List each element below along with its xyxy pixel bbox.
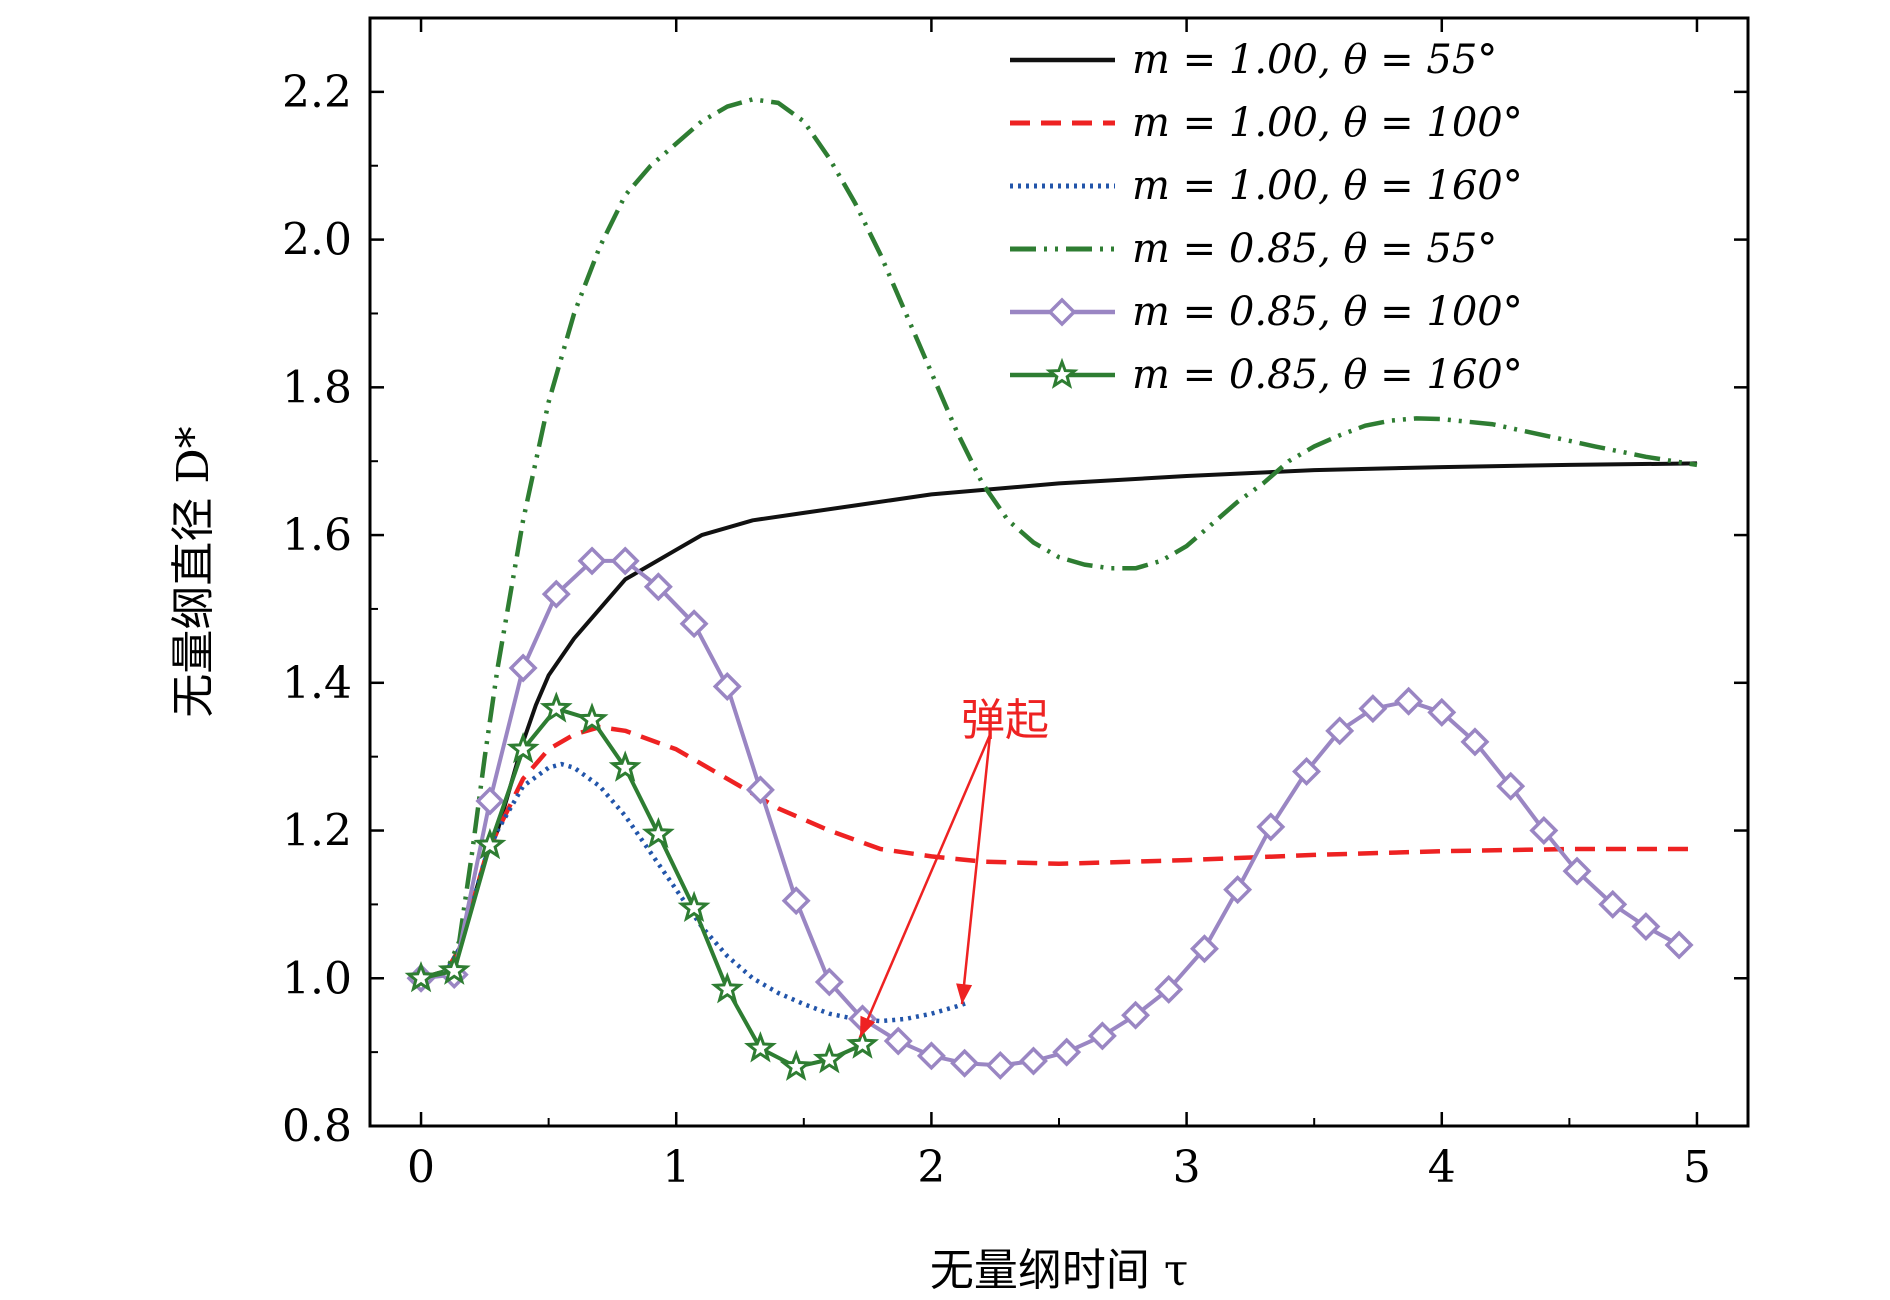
diamond-marker	[1292, 756, 1322, 786]
diamond-marker	[1460, 727, 1490, 757]
x-tick-label: 0	[407, 1142, 435, 1193]
diamond-marker	[577, 546, 607, 576]
diamond-marker	[916, 1041, 946, 1071]
diamond-marker	[1256, 812, 1286, 842]
legend-entry: m = 1.00, θ = 160°	[1010, 163, 1523, 209]
annotation-arrow	[858, 734, 992, 1038]
star-marker	[1045, 357, 1079, 389]
plot-lines	[404, 97, 1698, 1081]
series-line	[420, 461, 1698, 981]
star-marker	[404, 961, 438, 993]
diamond-marker	[1189, 934, 1219, 964]
legend-entry: m = 1.00, θ = 55°	[1010, 37, 1497, 83]
legend-entry: m = 0.85, θ = 100°	[1010, 289, 1523, 335]
y-tick-label: 1.2	[282, 806, 352, 857]
legend-entry: m = 0.85, θ = 55°	[1010, 226, 1497, 272]
x-tick-label: 3	[1173, 1142, 1201, 1193]
diamond-marker	[1121, 1000, 1151, 1030]
diamond-marker	[508, 653, 538, 683]
diamond-marker	[1358, 694, 1388, 724]
legend: m = 1.00, θ = 55° m = 1.00, θ = 100° m = 1…	[1010, 37, 1523, 398]
series-6	[404, 691, 879, 1081]
x-axis: 0 1 2 3 4 5	[407, 18, 1711, 1193]
diamond-marker	[1052, 1037, 1082, 1067]
x-tick-label: 5	[1683, 1142, 1711, 1193]
legend-label: m = 0.85, θ = 55°	[1132, 226, 1497, 272]
diamond-marker	[1087, 1021, 1117, 1051]
diamond-marker	[679, 609, 709, 639]
diamond-marker	[1019, 1046, 1048, 1076]
diamond-marker	[541, 579, 571, 609]
diamond-marker	[643, 572, 673, 602]
legend-label: m = 0.85, θ = 100°	[1132, 289, 1523, 335]
x-axis-title: 无量纲时间 τ	[930, 1245, 1188, 1296]
diamond-marker	[745, 775, 775, 805]
star-marker	[846, 1027, 879, 1059]
y-tick-label: 1.4	[282, 658, 352, 709]
diamond-marker	[1325, 716, 1355, 746]
star-marker	[779, 1049, 813, 1081]
diamond-marker	[475, 786, 505, 816]
star-marker	[744, 1031, 777, 1063]
x-tick-label: 1	[662, 1142, 690, 1193]
diamond-marker	[1529, 816, 1559, 846]
annotation-arrowhead	[860, 1015, 876, 1038]
star-marker	[677, 890, 711, 923]
diamond-marker	[950, 1048, 980, 1078]
y-tick-label: 1.6	[282, 510, 352, 561]
diamond-marker	[1047, 297, 1077, 327]
star-marker	[710, 972, 744, 1004]
diamond-marker	[1394, 686, 1424, 716]
diamond-marker	[1427, 697, 1457, 727]
legend-label: m = 1.00, θ = 100°	[1132, 100, 1523, 146]
y-tick-label: 2.2	[282, 67, 352, 118]
star-marker	[608, 750, 642, 782]
star-marker	[473, 827, 507, 860]
series-line	[420, 558, 1681, 1068]
diamond-marker	[883, 1026, 913, 1056]
annotation-arrowhead	[956, 983, 973, 1005]
annotation-bounce-label: 弹起	[961, 695, 1049, 746]
diamond-marker	[1496, 771, 1526, 801]
diamond-marker	[610, 546, 640, 576]
star-marker	[437, 953, 471, 985]
diamond-marker	[1664, 930, 1694, 960]
series-4	[420, 97, 1698, 981]
diamond-marker	[712, 672, 742, 701]
series-1	[420, 461, 1698, 981]
diamond-marker	[1598, 889, 1628, 919]
annotation-arrow	[960, 734, 992, 1005]
star-marker	[506, 731, 540, 764]
star-marker	[812, 1042, 846, 1074]
legend-label: m = 1.00, θ = 55°	[1132, 37, 1497, 83]
diamond-marker	[1154, 974, 1184, 1004]
star-marker	[641, 816, 675, 849]
y-tick-label: 2.0	[282, 215, 352, 266]
diamond-marker	[1562, 856, 1592, 886]
series-line	[420, 97, 1698, 981]
x-tick-label: 4	[1428, 1142, 1456, 1193]
y-axis: 0.8 1.0 1.2 1.4 1.6 1.8 2.0 2.2	[282, 67, 1748, 1152]
legend-label: m = 0.85, θ = 160°	[1132, 352, 1523, 398]
annotation-group: 弹起	[858, 695, 1049, 1038]
legend-entry: m = 1.00, θ = 100°	[1010, 100, 1523, 146]
series-5	[406, 546, 1694, 1080]
diamond-marker	[985, 1050, 1015, 1080]
y-tick-label: 1.0	[282, 953, 352, 1004]
diamond-marker	[814, 967, 844, 997]
legend-label: m = 1.00, θ = 160°	[1132, 163, 1523, 209]
diamond-marker	[781, 886, 811, 916]
y-tick-label: 0.8	[282, 1101, 352, 1152]
y-tick-label: 1.8	[282, 362, 352, 413]
diamond-marker	[1631, 912, 1661, 942]
legend-entry: m = 0.85, θ = 160°	[1010, 352, 1523, 398]
star-marker	[575, 702, 609, 734]
x-tick-label: 2	[917, 1142, 945, 1193]
y-axis-title: 无量纲直径 D*	[168, 426, 219, 717]
diamond-marker	[1223, 875, 1253, 905]
star-marker	[539, 691, 573, 723]
